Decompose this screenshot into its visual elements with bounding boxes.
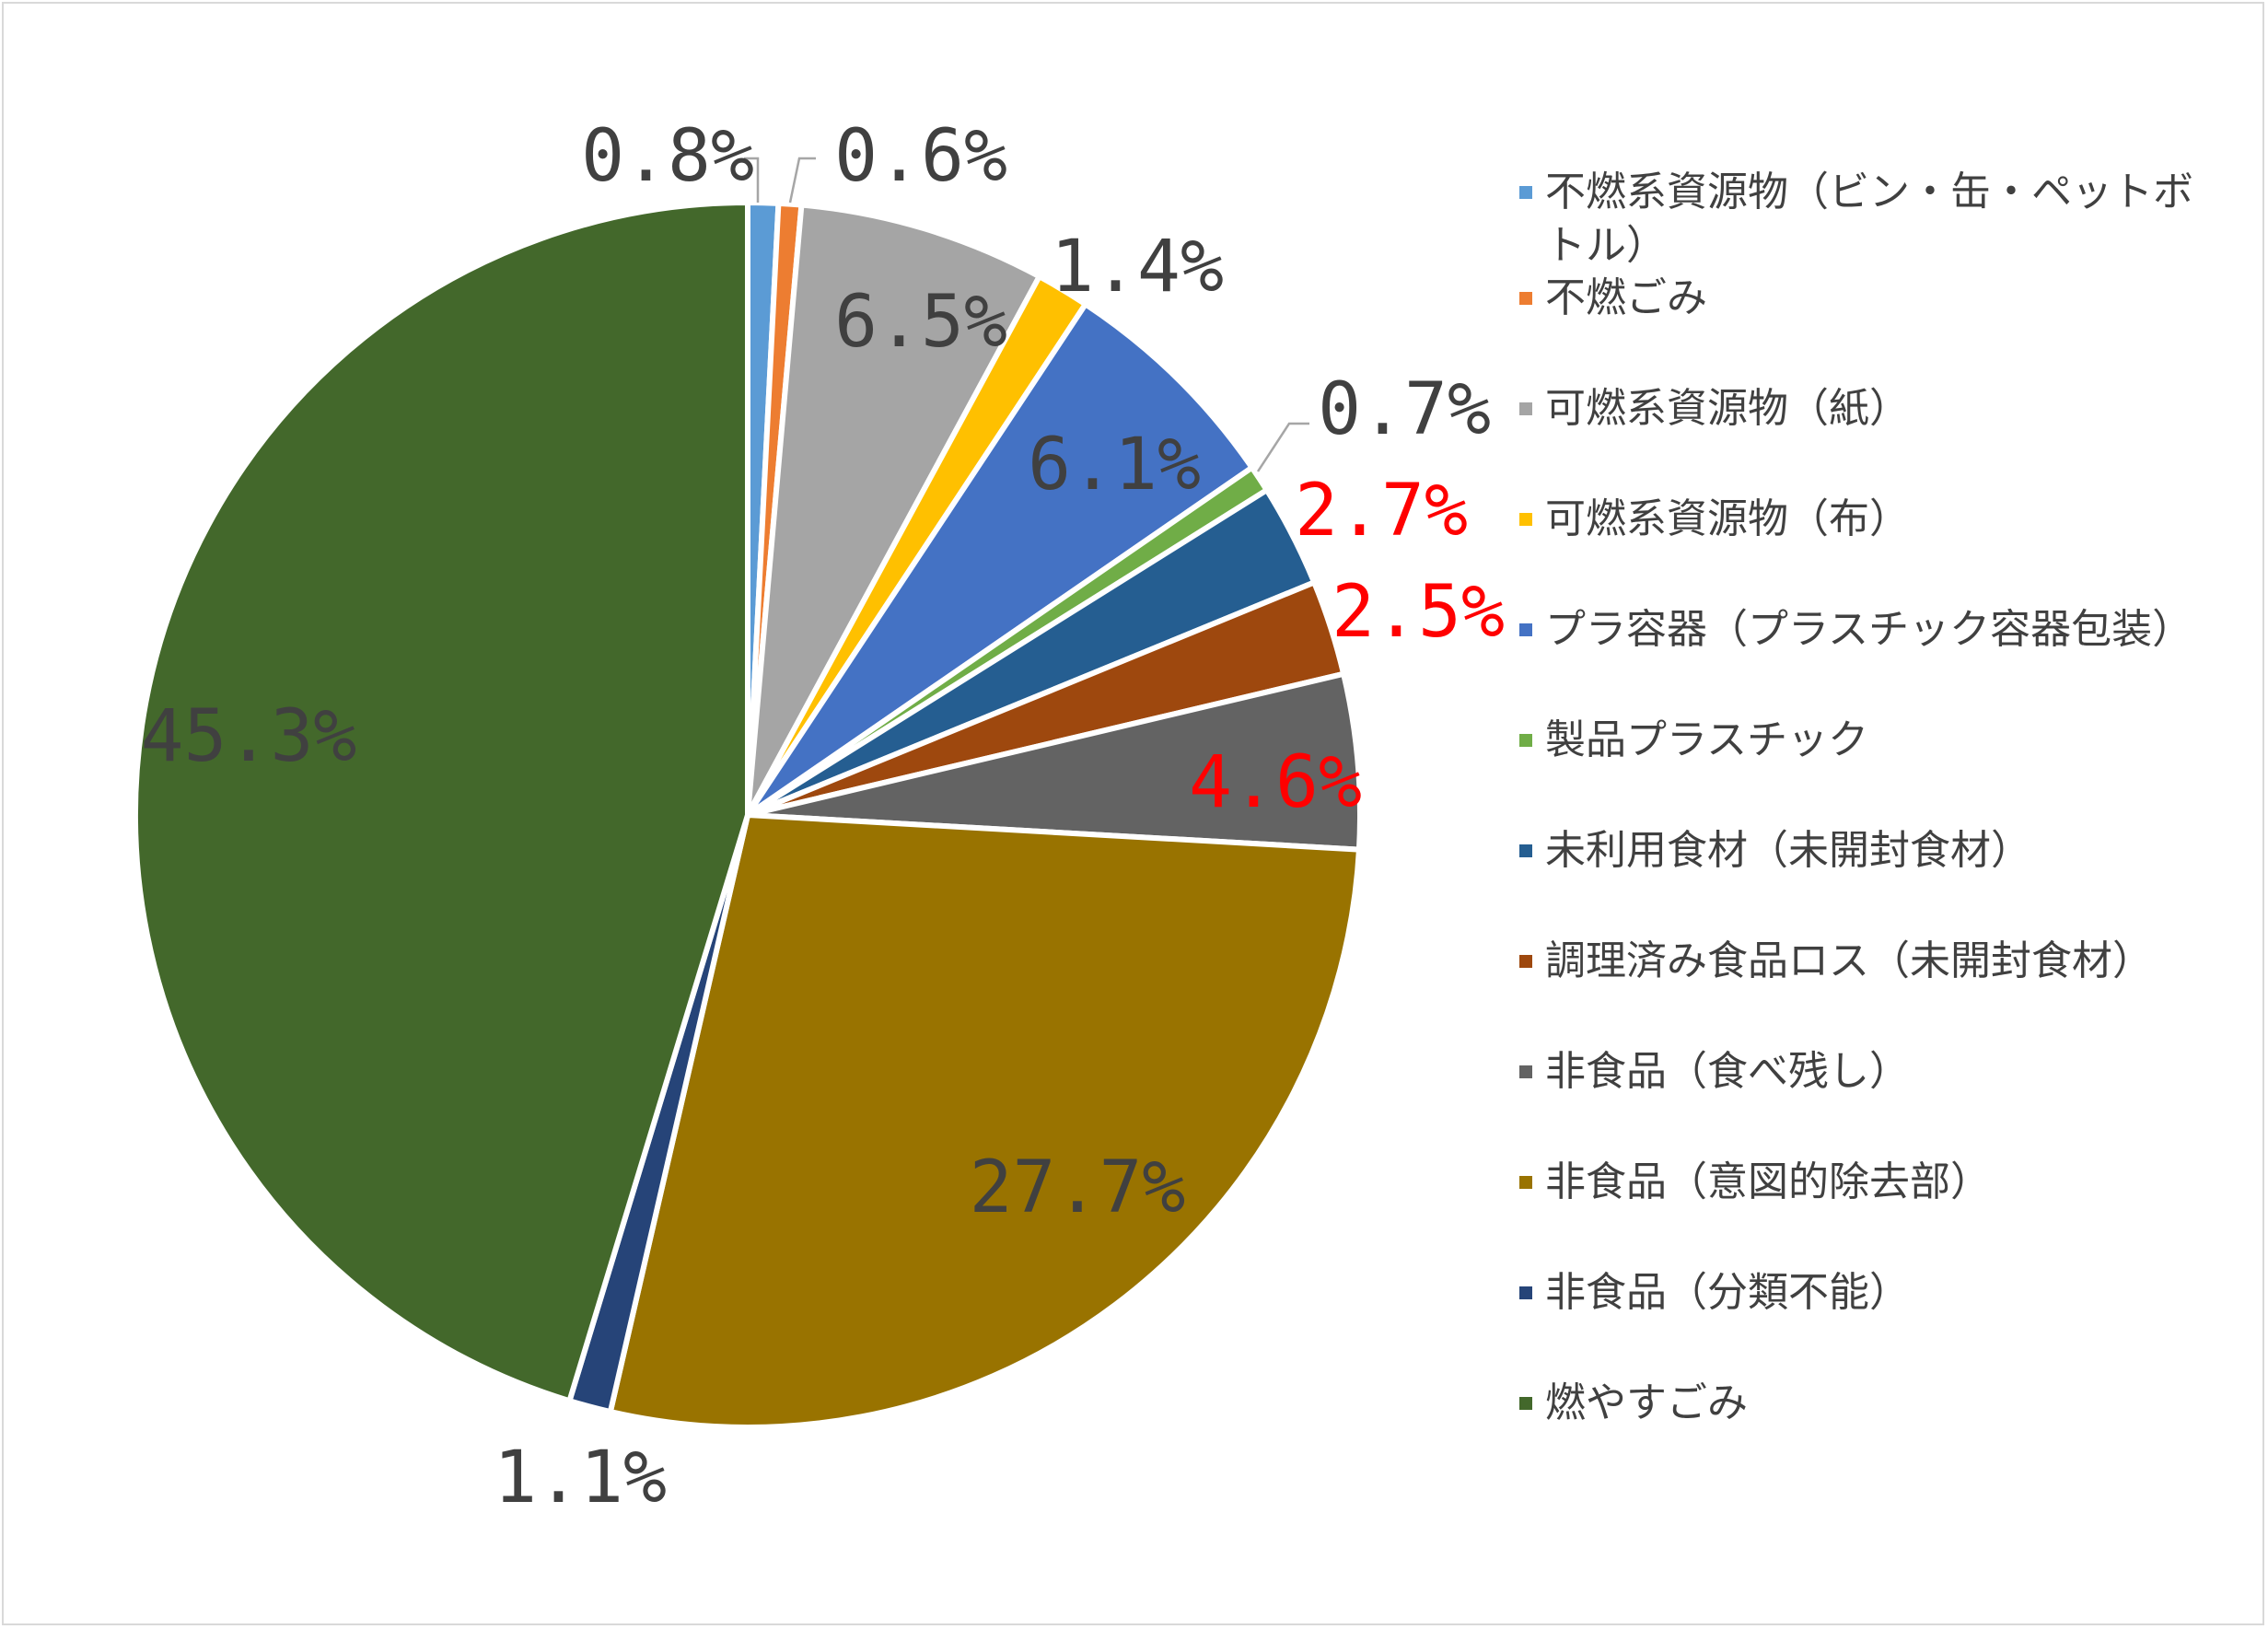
pie-slice-5 xyxy=(745,301,1255,818)
legend-item-1: 不燃系資源物（ビン・缶・ペットボトル） xyxy=(1519,166,2219,273)
legend-swatch xyxy=(1519,292,1532,305)
legend-swatch xyxy=(1519,1176,1532,1189)
data-label-2: 0.6% xyxy=(834,115,1007,198)
leader-line-1 xyxy=(744,157,760,203)
data-label-8: 2.5% xyxy=(1332,571,1505,654)
legend-label: 非食品（食べ残し） xyxy=(1545,1048,1910,1095)
legend-swatch xyxy=(1519,844,1532,857)
data-label-6: 0.7% xyxy=(1318,368,1491,451)
data-label-4: 1.4% xyxy=(1051,226,1224,308)
legend-swatch xyxy=(1519,186,1532,199)
legend-label: 調理済み食品ロス（未開封食材） xyxy=(1545,937,2153,984)
data-label-9: 4.6% xyxy=(1189,741,1362,824)
legend-label: 不燃系資源物（ビン・缶・ペットボトル） xyxy=(1545,169,2193,269)
legend-swatch xyxy=(1519,402,1532,415)
legend-label: 不燃ごみ xyxy=(1545,274,1707,321)
legend-label: 製品プラスチック xyxy=(1545,716,1869,763)
data-label-1: 0.8% xyxy=(581,115,754,198)
legend-label: 燃やすごみ xyxy=(1545,1379,1748,1426)
legend-label: 非食品（分類不能） xyxy=(1545,1269,1910,1316)
legend-swatch xyxy=(1519,955,1532,968)
legend-label: プラ容器（プラスチック容器包装） xyxy=(1545,606,2193,653)
legend-swatch xyxy=(1519,623,1532,636)
legend-swatch xyxy=(1519,1286,1532,1299)
pie-slices xyxy=(133,200,1363,1430)
legend-item-2: 不燃ごみ xyxy=(1519,272,2219,325)
data-label-3: 6.5% xyxy=(834,281,1007,364)
legend-swatch xyxy=(1519,513,1532,526)
data-label-7: 2.7% xyxy=(1295,470,1468,553)
leader-line-6 xyxy=(1256,422,1309,472)
leader-line-2 xyxy=(788,157,816,204)
legend-item-8: 調理済み食品ロス（未開封食材） xyxy=(1519,935,2219,988)
data-label-11: 1.1% xyxy=(494,1437,667,1519)
data-labels: 0.8% 0.6% 6.5% 1.4% 6.1% 0.7% 2.7% 2.5% 4.6% 27.7… xyxy=(141,115,1505,1519)
legend-swatch xyxy=(1519,1065,1532,1078)
legend-item-9: 非食品（食べ残し） xyxy=(1519,1045,2219,1099)
legend-item-7: 未利用食材（未開封食材） xyxy=(1519,824,2219,878)
legend-swatch xyxy=(1519,734,1532,747)
data-label-12: 45.3% xyxy=(141,695,357,778)
pie-slice-10 xyxy=(607,812,1362,1430)
legend-label: 非食品（意図的除去部） xyxy=(1545,1158,1991,1205)
legend-item-10: 非食品（意図的除去部） xyxy=(1519,1156,2219,1209)
data-label-5: 6.1% xyxy=(1028,424,1201,506)
legend-item-4: 可燃系資源物（布） xyxy=(1519,493,2219,546)
data-label-10: 27.7% xyxy=(970,1146,1186,1229)
pie-slice-9 xyxy=(745,670,1363,853)
pie-slice-12 xyxy=(133,200,750,1404)
legend-item-3: 可燃系資源物（紙） xyxy=(1519,382,2219,436)
legend-item-12: 燃やすごみ xyxy=(1519,1377,2219,1430)
legend-item-11: 非食品（分類不能） xyxy=(1519,1266,2219,1320)
legend-item-6: 製品プラスチック xyxy=(1519,714,2219,767)
legend-label: 可燃系資源物（布） xyxy=(1545,495,1910,542)
legend-item-5: プラ容器（プラスチック容器包装） xyxy=(1519,603,2219,657)
legend-label: 未利用食材（未開封食材） xyxy=(1545,827,2031,874)
legend-label: 可燃系資源物（紙） xyxy=(1545,385,1910,432)
leader-lines xyxy=(744,157,1309,472)
legend-swatch xyxy=(1519,1397,1532,1410)
pie-slice-3 xyxy=(745,202,1042,818)
